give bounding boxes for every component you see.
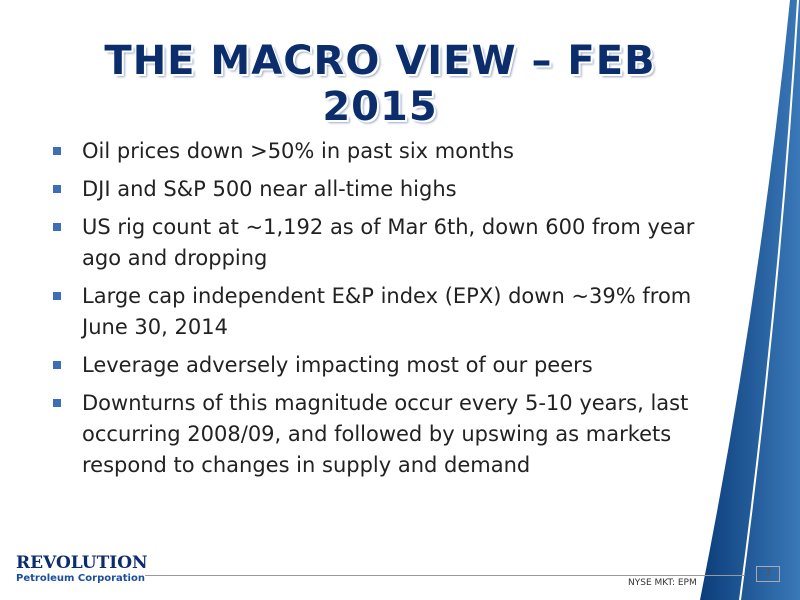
bullet: US rig count at ~1,192 as of Mar 6th, do…: [48, 212, 728, 274]
bullet: DJI and S&P 500 near all-time highs: [48, 174, 728, 205]
ticker: NYSE MKT: EPM: [628, 578, 697, 588]
bullet: Leverage adversely impacting most of our…: [48, 350, 728, 381]
logo-name: REVOLUTION: [16, 553, 148, 573]
logo: REVOLUTION Petroleum Corporation: [16, 553, 148, 584]
page-number: 3: [756, 566, 780, 582]
bullet: Large cap independent E&P index (EPX) do…: [48, 281, 728, 343]
slide-title: THE MACRO VIEW – FEB 2015: [104, 38, 656, 130]
logo-subtitle: Petroleum Corporation: [16, 573, 145, 584]
footer-rule: [145, 575, 745, 576]
bullet: Downturns of this magnitude occur every …: [48, 388, 728, 481]
bullet: Oil prices down >50% in past six months: [48, 136, 728, 167]
bullet-list: Oil prices down >50% in past six months D…: [48, 136, 728, 488]
